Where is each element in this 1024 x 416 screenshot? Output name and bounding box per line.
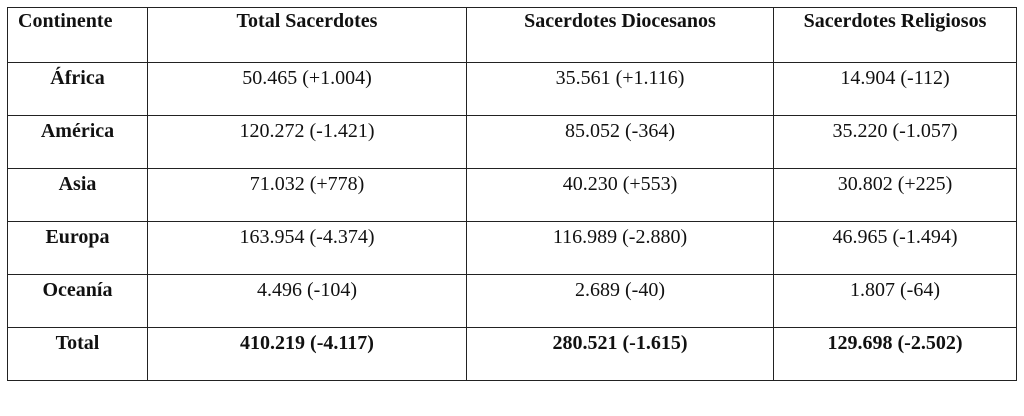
header-cell: Sacerdotes Diocesanos <box>466 7 774 63</box>
table-cell: 280.521 (-1.615) <box>466 327 774 381</box>
table-cell: 71.032 (+778) <box>147 168 467 222</box>
header-row: Continente Total Sacerdotes Sacerdotes Dio… <box>7 7 1017 63</box>
row-label: Total <box>7 327 148 381</box>
row-label: Oceanía <box>7 274 148 328</box>
header-cell: Continente <box>7 7 148 63</box>
table-cell: 35.561 (+1.116) <box>466 62 774 116</box>
table-row: Asia 71.032 (+778) 40.230 (+553) 30.802 (+2… <box>7 168 1017 222</box>
table-cell: 2.689 (-40) <box>466 274 774 328</box>
table-cell: 50.465 (+1.004) <box>147 62 467 116</box>
table-cell: 14.904 (-112) <box>773 62 1017 116</box>
table-cell: 116.989 (-2.880) <box>466 221 774 275</box>
table-cell: 410.219 (-4.117) <box>147 327 467 381</box>
row-label: América <box>7 115 148 169</box>
table-cell: 163.954 (-4.374) <box>147 221 467 275</box>
table-cell: 4.496 (-104) <box>147 274 467 328</box>
table-cell: 35.220 (-1.057) <box>773 115 1017 169</box>
table-cell: 46.965 (-1.494) <box>773 221 1017 275</box>
table-row: América 120.272 (-1.421) 85.052 (-364) 35.2… <box>7 115 1017 169</box>
table-cell: 30.802 (+225) <box>773 168 1017 222</box>
table-cell: 1.807 (-64) <box>773 274 1017 328</box>
table-row: África 50.465 (+1.004) 35.561 (+1.116) 14.9… <box>7 62 1017 116</box>
table-cell: 40.230 (+553) <box>466 168 774 222</box>
table-row: Total 410.219 (-4.117) 280.521 (-1.615) 129… <box>7 327 1017 381</box>
table-cell: 120.272 (-1.421) <box>147 115 467 169</box>
priests-table: Continente Total Sacerdotes Sacerdotes Dio… <box>7 7 1017 381</box>
table-body: Continente Total Sacerdotes Sacerdotes Dio… <box>7 7 1017 381</box>
table-cell: 85.052 (-364) <box>466 115 774 169</box>
table-row: Oceanía 4.496 (-104) 2.689 (-40) 1.807 (-64… <box>7 274 1017 328</box>
row-label: Europa <box>7 221 148 275</box>
header-cell: Sacerdotes Religiosos <box>773 7 1017 63</box>
table-row: Europa 163.954 (-4.374) 116.989 (-2.880) 46… <box>7 221 1017 275</box>
row-label: África <box>7 62 148 116</box>
header-cell: Total Sacerdotes <box>147 7 467 63</box>
table-cell: 129.698 (-2.502) <box>773 327 1017 381</box>
row-label: Asia <box>7 168 148 222</box>
